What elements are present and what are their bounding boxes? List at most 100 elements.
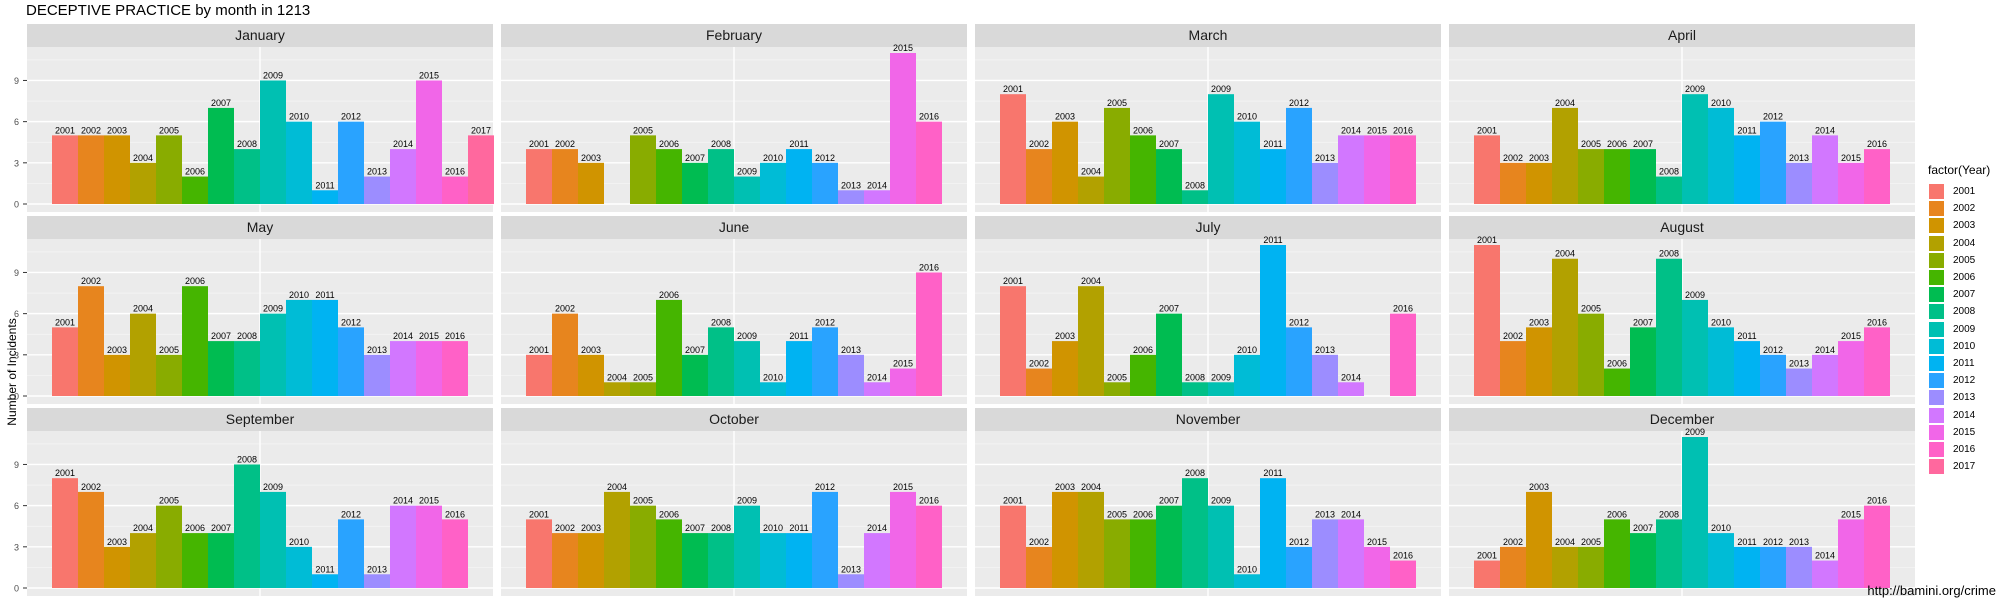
bar-october-2012 bbox=[812, 491, 838, 588]
bar-label: 2005 bbox=[633, 125, 653, 135]
bar-label: 2011 bbox=[789, 139, 808, 149]
legend-swatch bbox=[1929, 287, 1944, 303]
bar-april-2008 bbox=[1656, 176, 1682, 204]
bar-june-2001 bbox=[526, 354, 552, 396]
bar-label: 2002 bbox=[555, 523, 575, 533]
facet-strip-label: February bbox=[706, 27, 762, 43]
bar-label: 2007 bbox=[1159, 304, 1179, 314]
bar-label: 2003 bbox=[581, 345, 601, 355]
bar-label: 2005 bbox=[159, 125, 179, 135]
legend-item: 2011 bbox=[1929, 355, 1990, 372]
bar-label: 2017 bbox=[471, 125, 491, 135]
legend-item: 2008 bbox=[1929, 303, 1990, 320]
bar-november-2004 bbox=[1078, 491, 1104, 588]
bar-label: 2016 bbox=[445, 167, 465, 177]
bar-july-2012 bbox=[1286, 327, 1312, 396]
bar-november-2010 bbox=[1234, 574, 1260, 588]
bar-november-2009 bbox=[1208, 505, 1234, 588]
bar-label: 2010 bbox=[289, 112, 309, 122]
bar-label: 2009 bbox=[1685, 427, 1705, 437]
bar-august-2002 bbox=[1500, 341, 1526, 396]
bar-label: 2001 bbox=[1477, 235, 1497, 245]
bar-november-2013 bbox=[1312, 519, 1338, 588]
bar-march-2011 bbox=[1260, 149, 1286, 204]
bar-label: 2012 bbox=[1289, 317, 1309, 327]
legend-swatch bbox=[1929, 184, 1944, 200]
bar-label: 2003 bbox=[1055, 482, 1075, 492]
bar-april-2014 bbox=[1812, 135, 1838, 204]
bar-march-2008 bbox=[1182, 190, 1208, 204]
bar-label: 2008 bbox=[237, 331, 257, 341]
legend-title: factor(Year) bbox=[1928, 163, 1991, 177]
bar-january-2008 bbox=[234, 149, 260, 204]
bar-july-2003 bbox=[1052, 341, 1078, 396]
legend-label: 2010 bbox=[1953, 340, 1976, 352]
bar-label: 2001 bbox=[55, 468, 75, 478]
legend-label: 2012 bbox=[1953, 375, 1976, 387]
bar-label: 2011 bbox=[1737, 331, 1756, 341]
bar-label: 2003 bbox=[107, 125, 127, 135]
bar-label: 2002 bbox=[555, 304, 575, 314]
facet-strip bbox=[501, 408, 967, 431]
bar-march-2003 bbox=[1052, 121, 1078, 204]
bar-november-2007 bbox=[1156, 505, 1182, 588]
bar-label: 2012 bbox=[1763, 112, 1783, 122]
bar-january-2010 bbox=[286, 121, 312, 204]
bar-label: 2003 bbox=[1529, 317, 1549, 327]
bar-july-2005 bbox=[1104, 382, 1130, 396]
bar-november-2005 bbox=[1104, 519, 1130, 588]
bar-june-2006 bbox=[656, 299, 682, 396]
bar-september-2005 bbox=[156, 505, 182, 588]
bar-september-2015 bbox=[416, 505, 442, 588]
bar-label: 2001 bbox=[1003, 276, 1023, 286]
bar-february-2015 bbox=[890, 53, 916, 204]
bar-july-2002 bbox=[1026, 368, 1052, 396]
facet-strip-label: January bbox=[235, 27, 285, 43]
plot-area: 0 3 6 9 2001 2002 2003 2004 2005 2006 2007 2008 2009… bbox=[14, 239, 493, 404]
bar-december-2016 bbox=[1864, 505, 1890, 588]
bar-label: 2007 bbox=[685, 153, 705, 163]
bar-july-2016 bbox=[1390, 313, 1416, 396]
bar-label: 2010 bbox=[1237, 345, 1257, 355]
bar-label: 2016 bbox=[445, 509, 465, 519]
bar-label: 2014 bbox=[867, 523, 887, 533]
bar-label: 2015 bbox=[1367, 537, 1387, 547]
legend-item: 2012 bbox=[1929, 372, 1990, 389]
bar-label: 2011 bbox=[315, 564, 334, 574]
bar-label: 2009 bbox=[737, 167, 757, 177]
bar-september-2004 bbox=[130, 533, 156, 588]
legend-swatch bbox=[1929, 252, 1944, 268]
bar-label: 2006 bbox=[1133, 509, 1153, 519]
bar-label: 2006 bbox=[1607, 139, 1627, 149]
bar-august-2003 bbox=[1526, 327, 1552, 396]
bar-february-2002 bbox=[552, 149, 578, 204]
legend-label: 2013 bbox=[1953, 392, 1976, 404]
bar-label: 2008 bbox=[1185, 180, 1205, 190]
legend-label: 2017 bbox=[1953, 461, 1976, 473]
bar-label: 2002 bbox=[81, 125, 101, 135]
legend-item: 2017 bbox=[1929, 458, 1990, 475]
facet-strip-label: September bbox=[226, 411, 295, 427]
bar-label: 2003 bbox=[1055, 331, 1075, 341]
facet-strip-label: April bbox=[1668, 27, 1696, 43]
bar-label: 2013 bbox=[367, 564, 387, 574]
legend-label: 2015 bbox=[1953, 426, 1976, 438]
bar-label: 2004 bbox=[1081, 167, 1101, 177]
bar-label: 2016 bbox=[1867, 496, 1887, 506]
facet-strip bbox=[501, 216, 967, 239]
bar-april-2003 bbox=[1526, 162, 1552, 204]
legend-swatch bbox=[1929, 441, 1944, 457]
bar-label: 2006 bbox=[1607, 359, 1627, 369]
bar-august-2013 bbox=[1786, 368, 1812, 396]
bar-label: 2005 bbox=[159, 496, 179, 506]
bar-label: 2005 bbox=[1107, 372, 1127, 382]
bar-label: 2007 bbox=[1633, 139, 1653, 149]
bar-label: 2009 bbox=[737, 496, 757, 506]
bar-may-2009 bbox=[260, 313, 286, 396]
bar-label: 2010 bbox=[1711, 317, 1731, 327]
bar-december-2015 bbox=[1838, 519, 1864, 588]
legend-item: 2001 bbox=[1929, 183, 1990, 200]
bar-january-2001 bbox=[52, 135, 78, 204]
bar-label: 2015 bbox=[419, 496, 439, 506]
bar-february-2016 bbox=[916, 121, 942, 204]
